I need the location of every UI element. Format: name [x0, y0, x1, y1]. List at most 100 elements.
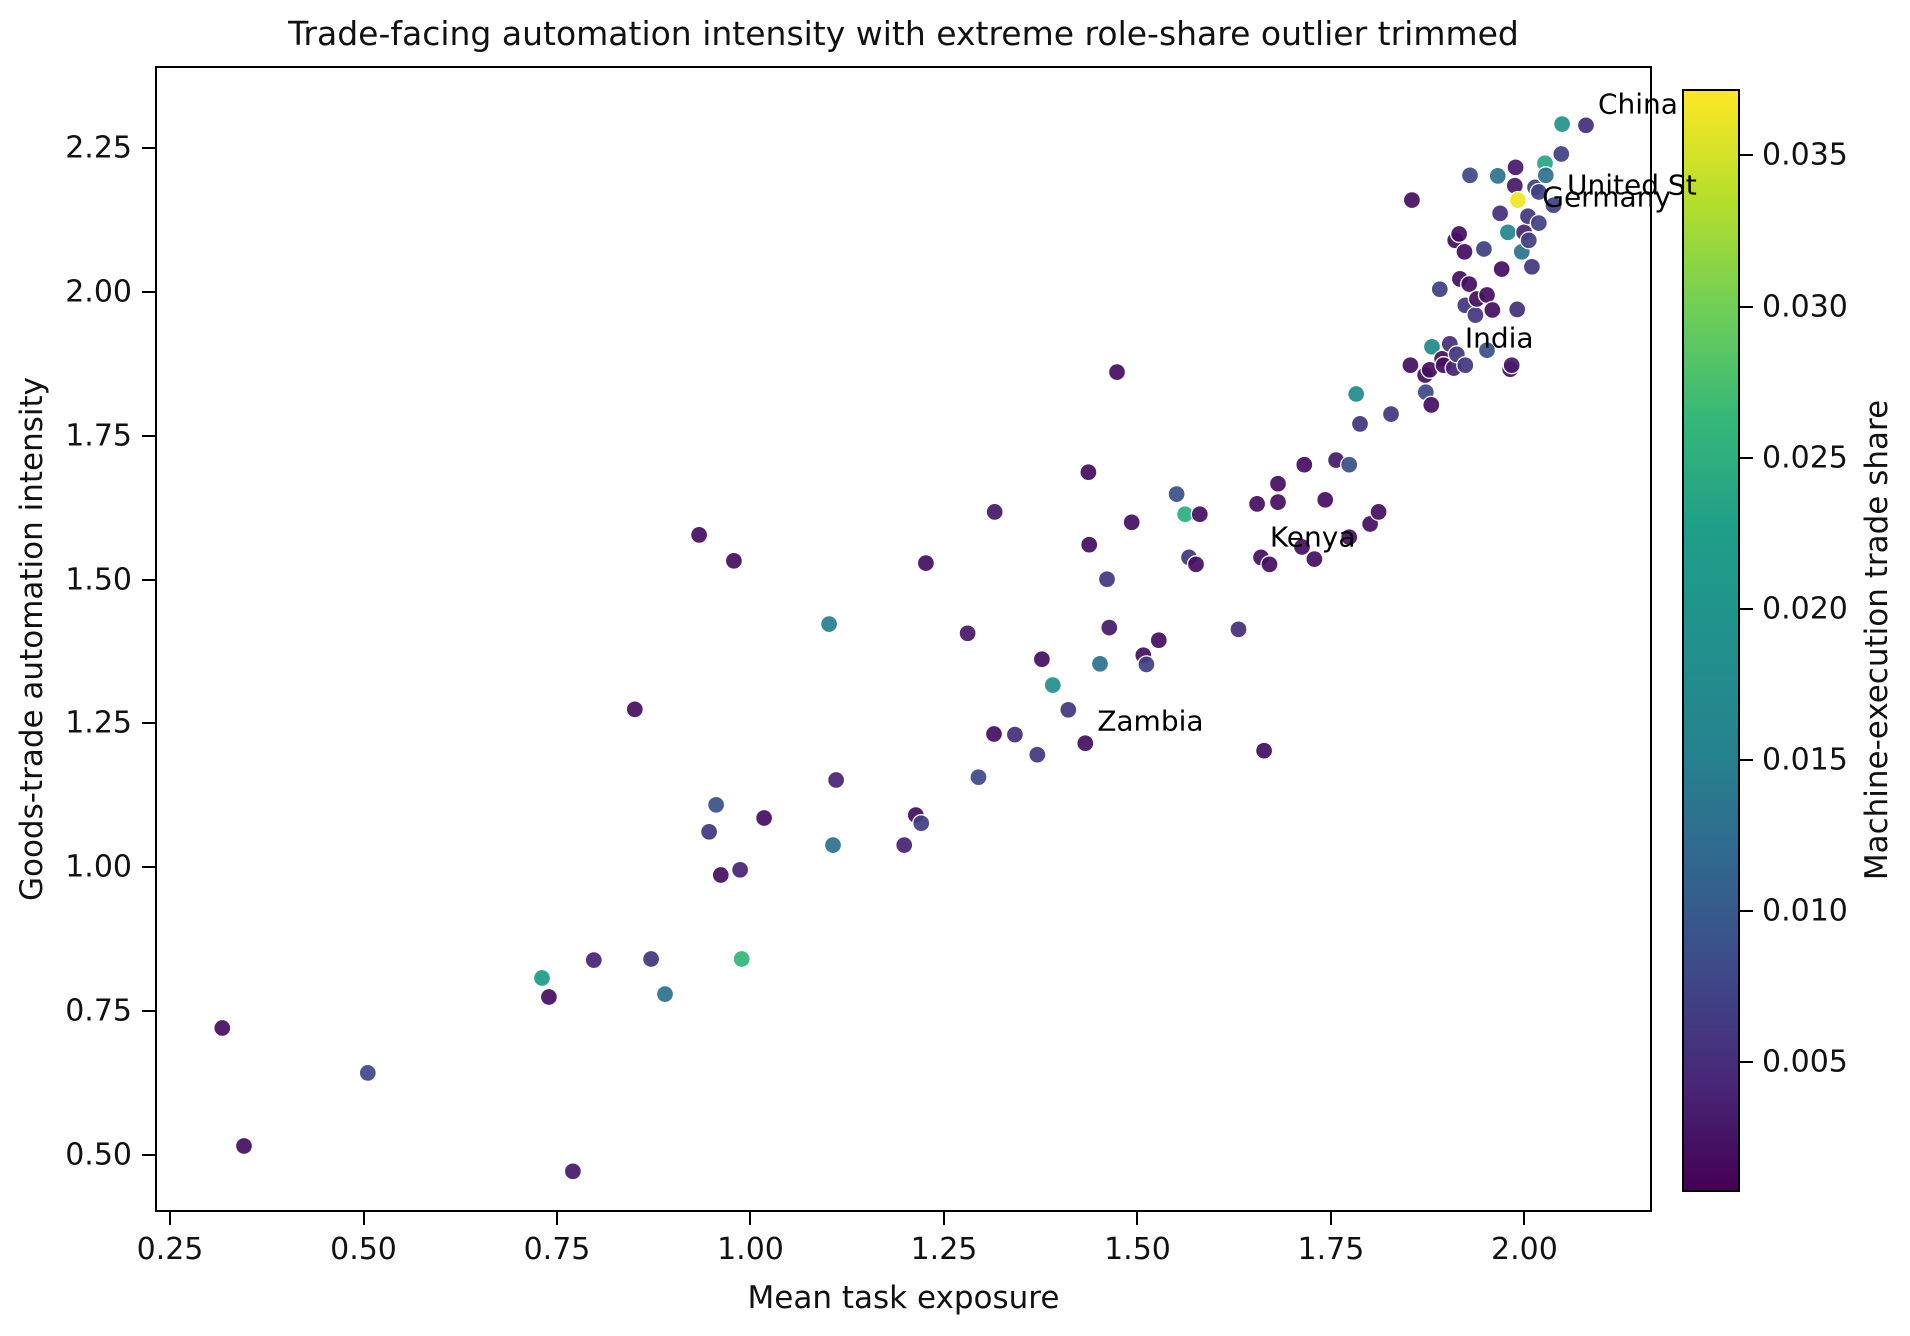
y-tick-label: 0.50	[65, 1137, 132, 1173]
y-tick-mark	[142, 146, 155, 149]
scatter-point	[706, 795, 726, 814]
scatter-point	[1316, 490, 1335, 509]
scatter-point	[724, 551, 744, 570]
annotation-china: China	[1597, 87, 1678, 121]
y-tick-label: 1.25	[65, 705, 132, 741]
scatter-point	[1247, 494, 1267, 514]
scatter-point	[625, 700, 644, 719]
scatter-point	[1474, 239, 1494, 259]
x-tick-label: 0.75	[523, 1232, 591, 1267]
scatter-point	[641, 949, 661, 969]
x-tick-mark	[749, 1212, 752, 1225]
scatter-points-layer	[213, 114, 1596, 1181]
colorbar-tick-label: 0.015	[1762, 742, 1848, 778]
scatter-point	[1254, 741, 1274, 760]
x-tick-mark	[942, 1212, 945, 1225]
scatter-point	[1401, 356, 1420, 375]
scatter-point	[1483, 300, 1502, 320]
annotation-zambia: Zambia	[1097, 704, 1204, 738]
x-tick-mark	[1329, 1212, 1332, 1225]
scatter-point	[1079, 463, 1098, 482]
scatter-point	[823, 835, 843, 855]
scatter-point	[1229, 620, 1248, 639]
scatter-point	[699, 822, 719, 841]
scatter-point	[1519, 231, 1538, 250]
scatter-point	[1032, 650, 1052, 669]
scatter-point	[916, 553, 936, 573]
y-tick-mark	[142, 290, 155, 293]
scatter-point	[912, 814, 931, 833]
colorbar-tick-label: 0.005	[1762, 1044, 1848, 1080]
scatter-point	[1186, 555, 1206, 574]
y-tick-mark	[142, 1010, 155, 1013]
x-tick-label: 1.00	[717, 1232, 784, 1267]
scatter-point	[1502, 356, 1521, 375]
scatter-point	[732, 949, 751, 969]
colorbar-tick-mark	[1740, 909, 1753, 912]
scatter-point	[1536, 166, 1555, 185]
x-tick-label: 1.50	[1104, 1232, 1171, 1267]
annotation-kenya: Kenya	[1269, 520, 1356, 554]
scatter-point	[539, 987, 559, 1007]
chart-title: Trade-facing automation intensity with e…	[288, 14, 1519, 53]
scatter-point	[1522, 257, 1542, 276]
y-tick-label: 1.00	[65, 849, 132, 885]
scatter-point	[1295, 455, 1314, 474]
scatter-point	[1422, 337, 1442, 356]
scatter-point	[1167, 484, 1186, 504]
y-tick-mark	[142, 722, 155, 725]
scatter-point	[1552, 144, 1571, 164]
scatter-point	[1028, 745, 1047, 764]
scatter-point	[1508, 300, 1527, 319]
scatter-point	[1268, 474, 1288, 493]
x-tick-label: 2.00	[1491, 1232, 1558, 1267]
scatter-point	[1460, 166, 1480, 185]
colorbar-tick-mark	[1740, 154, 1753, 157]
scatter-point	[958, 624, 977, 643]
colorbar-tick-mark	[1740, 758, 1753, 761]
x-tick-mark	[1523, 1212, 1526, 1225]
colorbar-tick-mark	[1740, 305, 1753, 308]
scatter-point	[1488, 166, 1507, 186]
scatter-point	[1080, 535, 1099, 554]
colorbar-tick-label: 0.035	[1762, 137, 1848, 173]
scatter-point	[1005, 725, 1025, 744]
scatter-point	[1347, 384, 1366, 404]
scatter-point	[1076, 734, 1095, 753]
y-tick-label: 2.25	[65, 130, 132, 166]
scatter-point	[895, 835, 914, 855]
scatter-point	[1059, 700, 1078, 719]
scatter-point	[1190, 505, 1209, 524]
annotation-united-st: United St	[1567, 168, 1697, 202]
scatter-point	[1508, 190, 1528, 210]
scatter-point	[1292, 537, 1312, 557]
x-axis-label: Mean task exposure	[747, 1280, 1060, 1316]
x-tick-label: 0.50	[330, 1232, 397, 1267]
scatter-point	[358, 1063, 377, 1083]
scatter-point	[1455, 242, 1474, 261]
scatter-point	[563, 1162, 583, 1181]
scatter-point	[1422, 395, 1441, 415]
scatter-point	[711, 865, 730, 885]
scatter-point	[1449, 224, 1469, 244]
scatter-point	[1100, 618, 1119, 637]
scatter-point	[1137, 655, 1156, 674]
scatter-point	[584, 950, 603, 970]
scatter-point	[1350, 414, 1370, 434]
scatter-point	[1340, 455, 1359, 474]
colorbar-gradient	[1684, 91, 1738, 1190]
scatter-point	[1260, 555, 1279, 574]
scatter-point	[1460, 274, 1479, 294]
scatter-point	[826, 770, 846, 790]
y-tick-mark	[142, 866, 155, 869]
scatter-point	[984, 724, 1004, 744]
scatter-point	[1305, 549, 1324, 569]
plot-area	[155, 66, 1652, 1212]
colorbar-tick-mark	[1740, 456, 1753, 459]
scatter-point	[1477, 341, 1497, 360]
scatter-point	[1122, 513, 1141, 532]
x-tick-mark	[169, 1212, 171, 1225]
colorbar-tick-mark	[1740, 1061, 1753, 1064]
annotation-germany: Germany	[1542, 180, 1671, 214]
scatter-point	[1381, 404, 1401, 424]
